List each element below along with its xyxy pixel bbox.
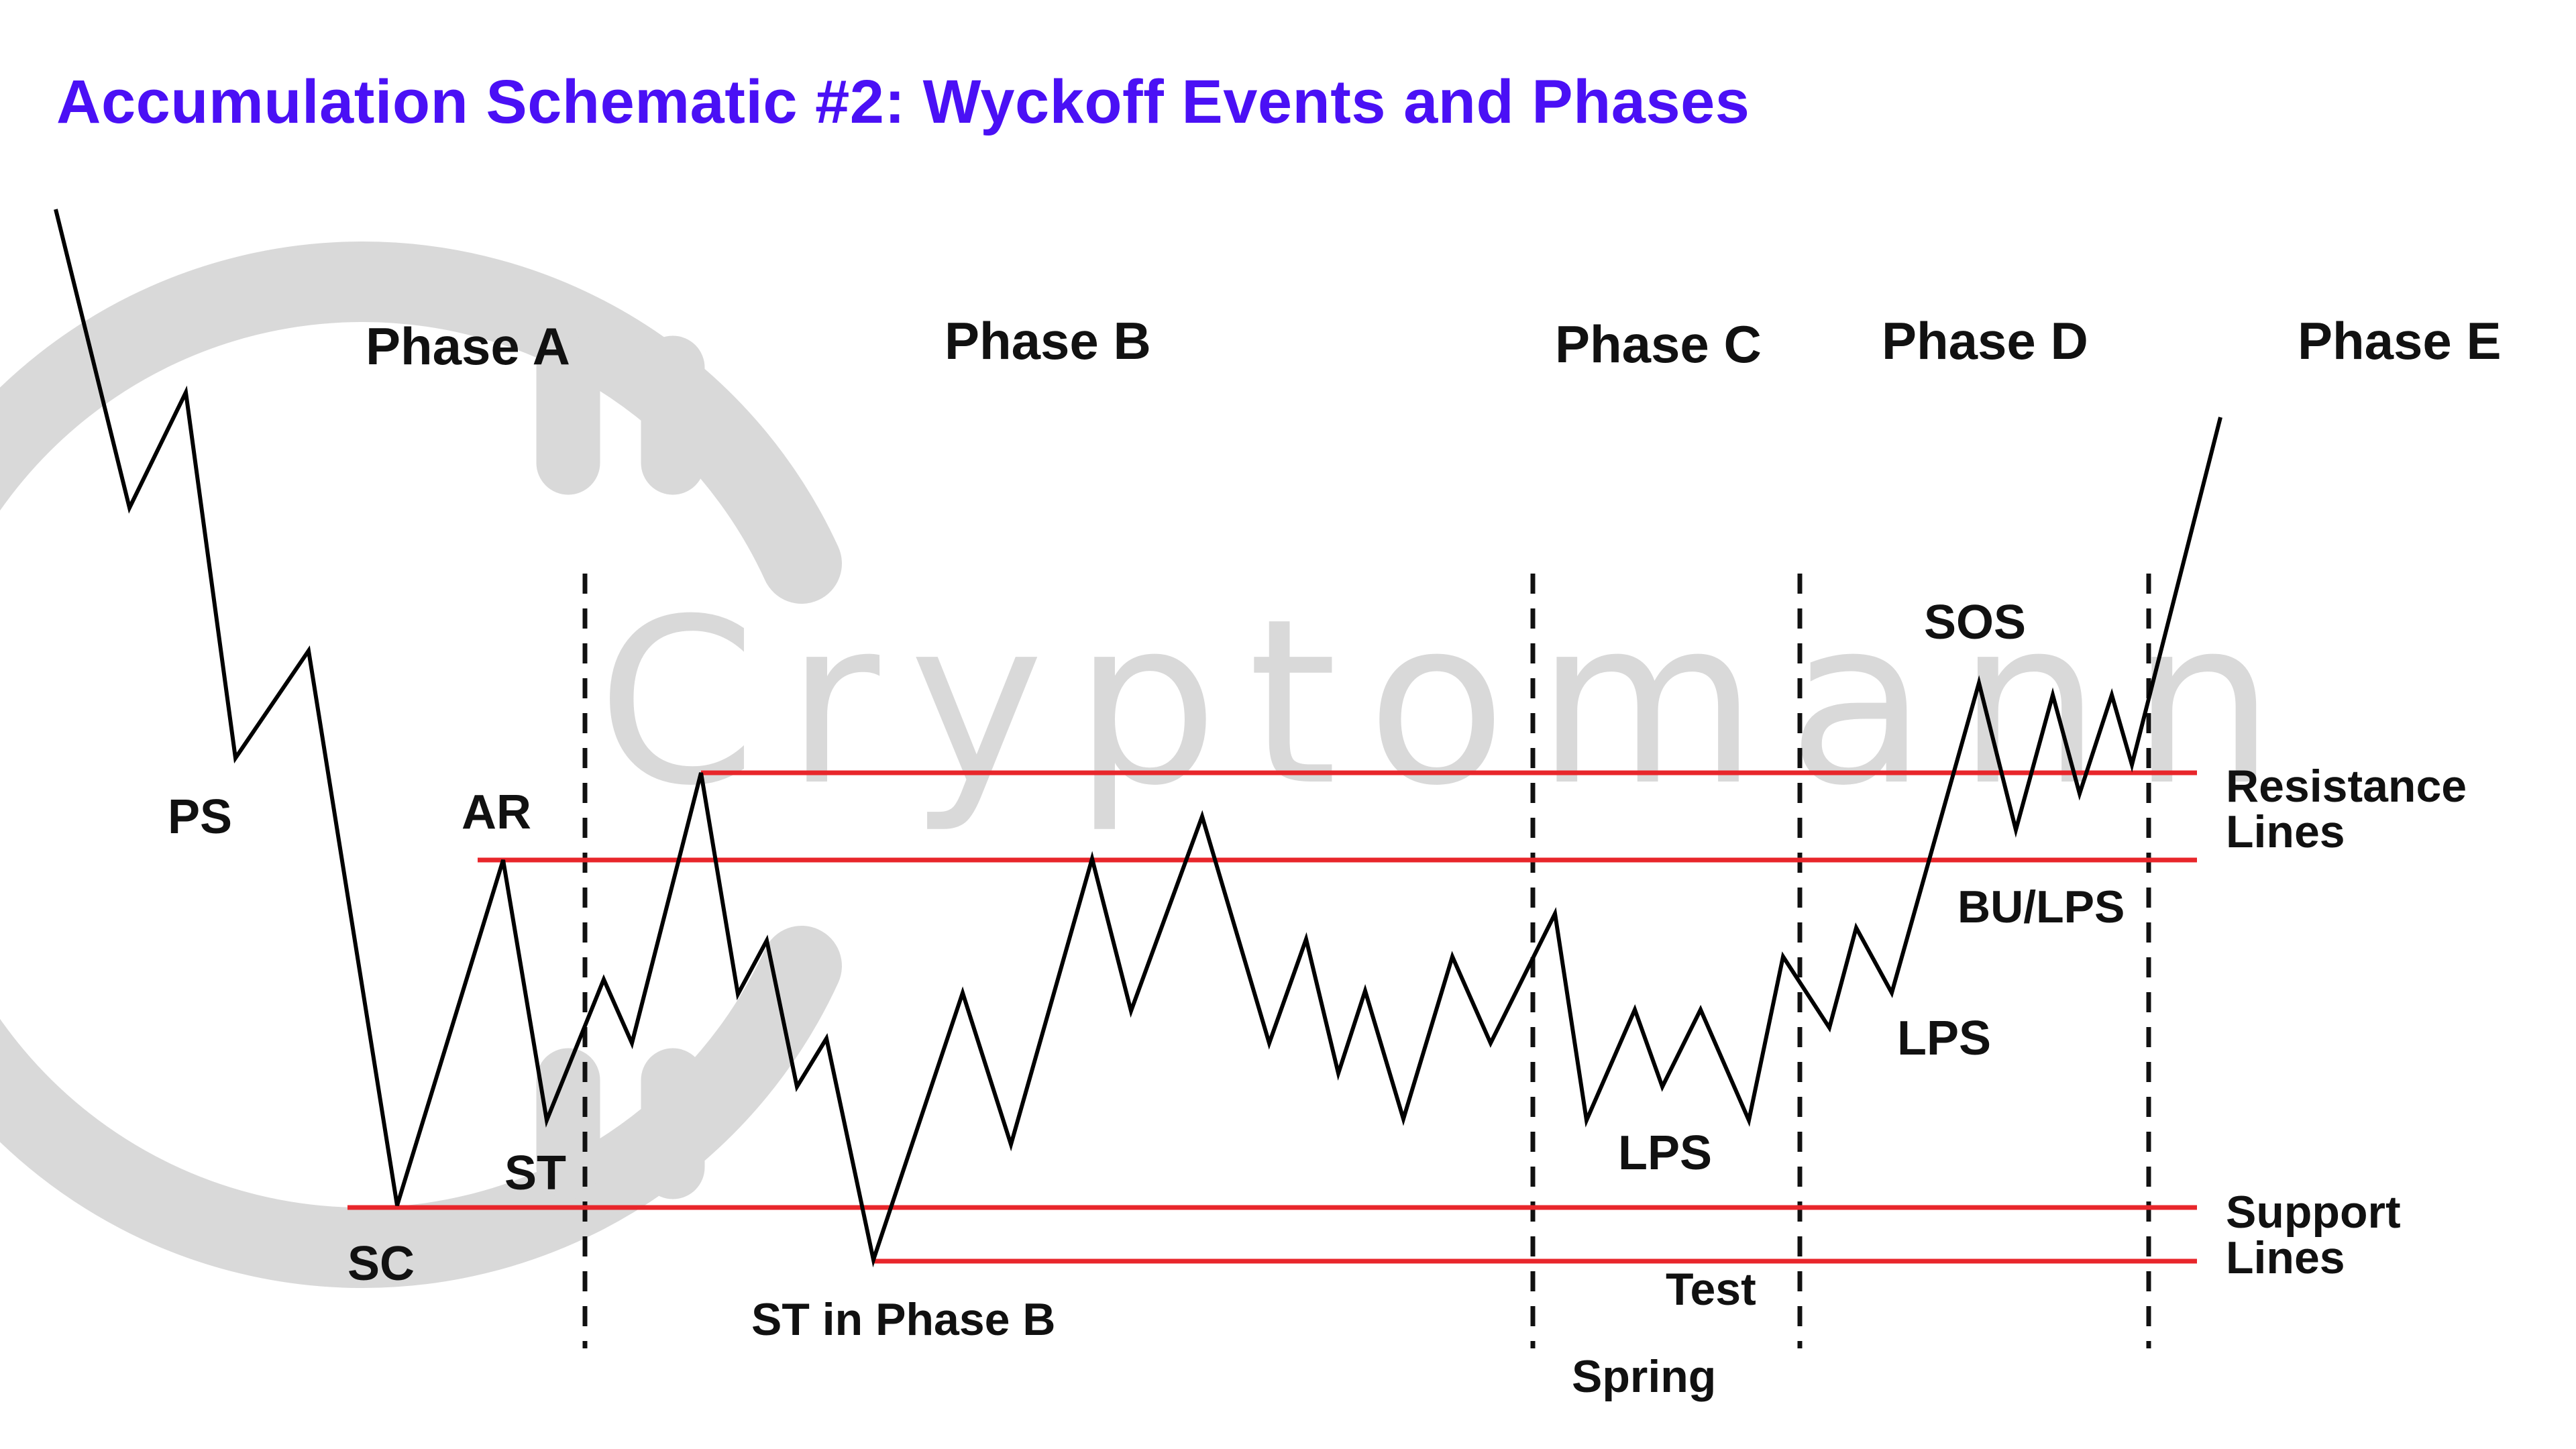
bu-lps-label: BU/LPS — [1957, 881, 2125, 932]
phase-labels: Phase A Phase B Phase C Phase D Phase E — [366, 311, 2502, 376]
watermark: Cryptomann — [0, 241, 2305, 1288]
lps-phase-c-label: LPS — [1618, 1126, 1712, 1180]
phase-a-label: Phase A — [366, 317, 570, 376]
st-label: ST — [504, 1146, 566, 1200]
phase-b-label: Phase B — [945, 311, 1151, 370]
spring-label: Spring — [1572, 1351, 1716, 1402]
resistance-label-line1: Resistance — [2226, 761, 2467, 812]
page-title: Accumulation Schematic #2: Wyckoff Event… — [56, 68, 1750, 136]
phase-d-label: Phase D — [1882, 311, 2088, 370]
st-in-phase-b-label: ST in Phase B — [751, 1294, 1055, 1345]
sc-label: SC — [347, 1237, 415, 1291]
watermark-text: Cryptomann — [597, 570, 2305, 836]
resistance-label-line2: Lines — [2226, 806, 2345, 857]
line-labels: Resistance Lines Support Lines — [2226, 761, 2467, 1283]
watermark-logo-icon — [0, 241, 842, 1288]
event-labels: PS SC AR ST ST in Phase B LPS Test Sprin… — [168, 596, 2125, 1402]
phase-e-label: Phase E — [2298, 311, 2502, 370]
price-line — [54, 209, 2222, 1268]
sos-label: SOS — [1924, 596, 2026, 649]
support-label-line1: Support — [2226, 1187, 2401, 1238]
ar-label: AR — [462, 786, 531, 839]
ps-label: PS — [168, 790, 232, 844]
support-label-line2: Lines — [2226, 1232, 2345, 1283]
phase-c-label: Phase C — [1555, 315, 1762, 374]
lps-phase-d-label: LPS — [1897, 1012, 1991, 1065]
test-label: Test — [1666, 1264, 1756, 1315]
level-lines — [347, 770, 2197, 1264]
